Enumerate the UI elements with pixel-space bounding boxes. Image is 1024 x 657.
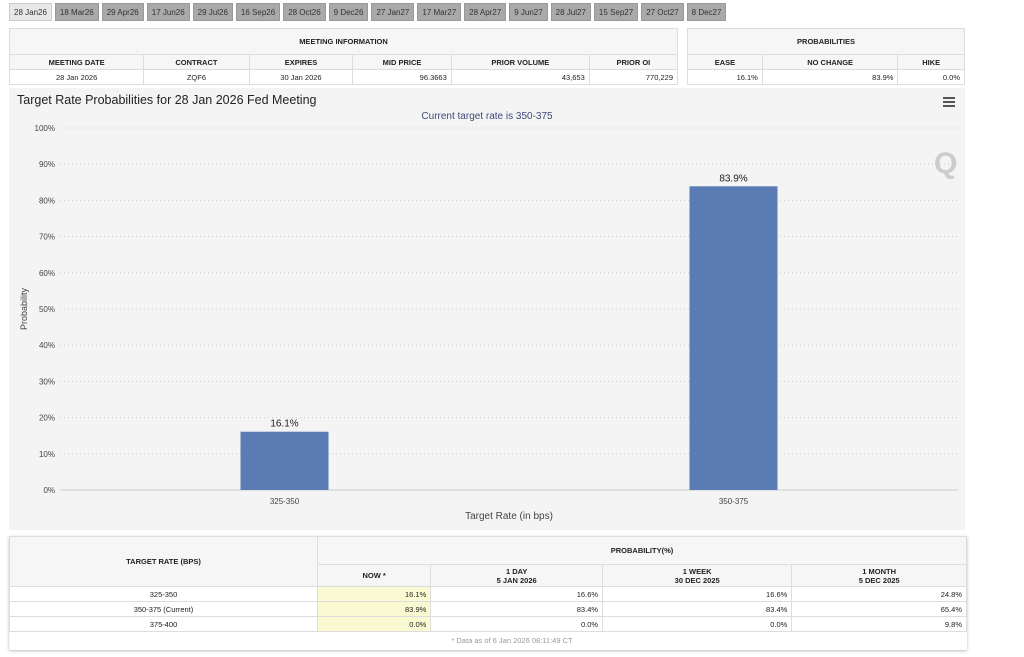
tab-meeting[interactable]: 29 Apr26 [101,3,144,21]
probability-col-header: EASE [687,54,763,70]
period-date: 5 DEC 2025 [858,575,900,585]
y-axis-label: Probability [19,287,29,330]
tab-meeting[interactable]: 17 Mar27 [417,3,462,21]
period-date: 5 JAN 2026 [496,575,537,585]
meeting-value: 96.3663 [352,69,452,85]
probability-cell: 83.4% [602,601,793,617]
y-tick-label: 80% [39,196,55,205]
probability-cell: 24.8% [791,586,967,602]
probability-cell: 65.4% [791,601,967,617]
target-rate-cell: 325-350 [9,586,318,602]
meeting-info-title: MEETING INFORMATION [9,28,678,55]
tab-meeting[interactable]: 28 Oct26 [283,3,326,21]
probability-col-header: HIKE [897,54,965,70]
y-tick-label: 0% [43,486,55,495]
y-tick-label: 40% [39,341,55,350]
probability-cell: 83.4% [430,601,604,617]
period-header: 1 MONTH 5 DEC 2025 [791,564,967,587]
x-tick-label: 350-375 [719,497,749,506]
meeting-col-header: PRIOR OI [588,54,679,70]
probability-cell: 16.6% [430,586,604,602]
data-label: 16.1% [270,419,298,430]
y-tick-label: 50% [39,305,55,314]
y-tick-label: 60% [39,269,55,278]
meeting-col-header: MEETING DATE [8,54,145,70]
period-label: 1 DAY [505,566,528,576]
probabilities-table: PROBABILITIES EASE NO CHANGE HIKE 16.1% 83.9… [687,28,965,85]
meeting-value: 43,653 [450,69,590,85]
meeting-col-header: CONTRACT [143,54,250,70]
table-row: 375-400 0.0% 0.0% 0.0% 9.8% [9,616,967,632]
probability-cell: 16.1% [316,586,432,602]
probability-cell: 16.6% [602,586,793,602]
probability-history-table: TARGET RATE (BPS) PROBABILITY(%) NOW * 1 … [9,535,967,650]
period-label: 1 MONTH [862,566,897,576]
y-tick-label: 30% [39,377,55,386]
meeting-information-table: MEETING INFORMATION MEETING DATE CONTRACT… [8,28,679,85]
meeting-value: 30 Jan 2026 [248,69,354,85]
probability-cell: 0.0% [430,616,604,632]
data-label: 83.9% [719,173,747,184]
period-label: NOW * [362,571,386,581]
y-tick-label: 100% [35,124,55,133]
y-tick-label: 10% [39,450,55,459]
tab-meeting[interactable]: 28 Jul27 [550,3,591,21]
target-rate-header: TARGET RATE (BPS) [9,536,318,587]
probability-col-header: NO CHANGE [761,54,899,70]
y-tick-label: 20% [39,414,55,423]
tab-meeting[interactable]: 18 Mar26 [54,3,99,21]
period-date: 30 DEC 2025 [674,575,720,585]
bar[interactable] [240,431,329,490]
table-row: 325-350 16.1% 16.6% 16.6% 24.8% [9,586,967,602]
tab-meeting[interactable]: 28 Apr27 [464,3,507,21]
x-tick-label: 325-350 [270,497,300,506]
watermark-logo: Q [934,147,957,180]
footnote: * Data as of 6 Jan 2026 08:11:49 CT [451,636,573,645]
x-axis-label: Target Rate (in bps) [465,511,553,522]
period-header: NOW * [316,564,432,587]
tab-meeting[interactable]: 17 Jun26 [146,3,190,21]
table-row: 350-375 (Current) 83.9% 83.4% 83.4% 65.4% [9,601,967,617]
probability-cell: 9.8% [791,616,967,632]
tab-meeting[interactable]: 9 Dec26 [328,3,369,21]
chart-panel: Target Rate Probabilities for 28 Jan 202… [9,88,965,530]
meeting-tabs: 28 Jan26 18 Mar26 29 Apr26 17 Jun26 29 Jul26… [9,3,727,21]
probability-cell: 83.9% [316,601,432,617]
tab-meeting[interactable]: 27 Jan27 [371,3,415,21]
bar-chart: 0% 10% 20% 30% 40% 50% 60% 70% 80% 90% 100% Q 16.1% 3… [19,124,958,522]
bar[interactable] [689,186,778,491]
chart-menu-icon[interactable] [943,97,955,109]
probability-header: PROBABILITY(%) [317,535,967,566]
period-header: 1 DAY 5 JAN 2026 [430,564,604,587]
chart-subtitle: Current target rate is 350-375 [421,111,553,122]
target-rate-cell: 375-400 [9,616,318,632]
tab-meeting[interactable]: 27 Oct27 [641,3,684,21]
tab-meeting[interactable]: 8 Dec27 [686,3,727,21]
probability-cell: 0.0% [602,616,793,632]
probability-cell: 0.0% [316,616,432,632]
probability-value: 0.0% [897,69,965,85]
tab-meeting[interactable]: 9 Jun27 [509,3,548,21]
meeting-value: 28 Jan 2026 [8,69,145,85]
probabilities-title: PROBABILITIES [687,28,965,55]
tab-meeting[interactable]: 15 Sep27 [593,3,639,21]
tab-meeting[interactable]: 29 Jul26 [192,3,233,21]
meeting-value: ZQF6 [143,69,250,85]
y-tick-label: 90% [39,160,55,169]
meeting-col-header: MID PRICE [352,54,452,70]
target-rate-cell: 350-375 (Current) [9,601,318,617]
tab-meeting[interactable]: 16 Sep26 [235,3,281,21]
period-header: 1 WEEK 30 DEC 2025 [602,564,793,587]
y-tick-label: 70% [39,233,55,242]
meeting-col-header: PRIOR VOLUME [450,54,590,70]
probability-value: 16.1% [687,69,763,85]
meeting-col-header: EXPIRES [248,54,354,70]
meeting-value: 770,229 [588,69,679,85]
chart-title: Target Rate Probabilities for 28 Jan 202… [17,93,317,107]
tab-meeting[interactable]: 28 Jan26 [9,3,52,21]
probability-value: 83.9% [761,69,899,85]
period-label: 1 WEEK [682,566,712,576]
